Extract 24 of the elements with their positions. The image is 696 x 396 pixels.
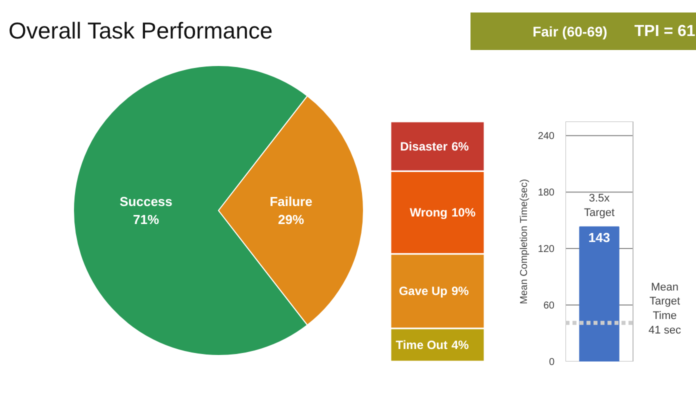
- y-tick-label: 240: [538, 131, 555, 142]
- data-label: 143: [588, 230, 610, 245]
- chart-title: Overall Task Performance: [8, 18, 273, 44]
- y-tick-label: 0: [548, 357, 555, 368]
- data-label: 10%: [452, 206, 476, 220]
- series-label: Wrong: [410, 206, 448, 220]
- annotation: 3.5x Target: [584, 192, 615, 219]
- text: Fair (60-69): [532, 24, 608, 40]
- series-label: Gave Up: [398, 284, 448, 298]
- data-label: 29%: [278, 212, 304, 227]
- data-label: 6%: [452, 139, 470, 154]
- data-label: 9%: [452, 284, 470, 298]
- series-label: Time Out: [396, 338, 448, 352]
- y-axis-title: Mean Completion Time(sec): [518, 179, 530, 304]
- slice-label: Success: [120, 194, 172, 209]
- y-tick-label: 120: [538, 244, 555, 256]
- y-tick-label: 180: [538, 188, 555, 199]
- data-label: 71%: [132, 212, 160, 227]
- text: TPI = 61: [634, 23, 696, 40]
- data-label: 4%: [452, 338, 470, 352]
- series-label: Disaster: [400, 139, 448, 154]
- slice-label: Failure: [270, 194, 312, 209]
- y-tick-label: 60: [543, 300, 555, 312]
- ref-line-label: Mean Target Time 41 sec: [648, 281, 682, 337]
